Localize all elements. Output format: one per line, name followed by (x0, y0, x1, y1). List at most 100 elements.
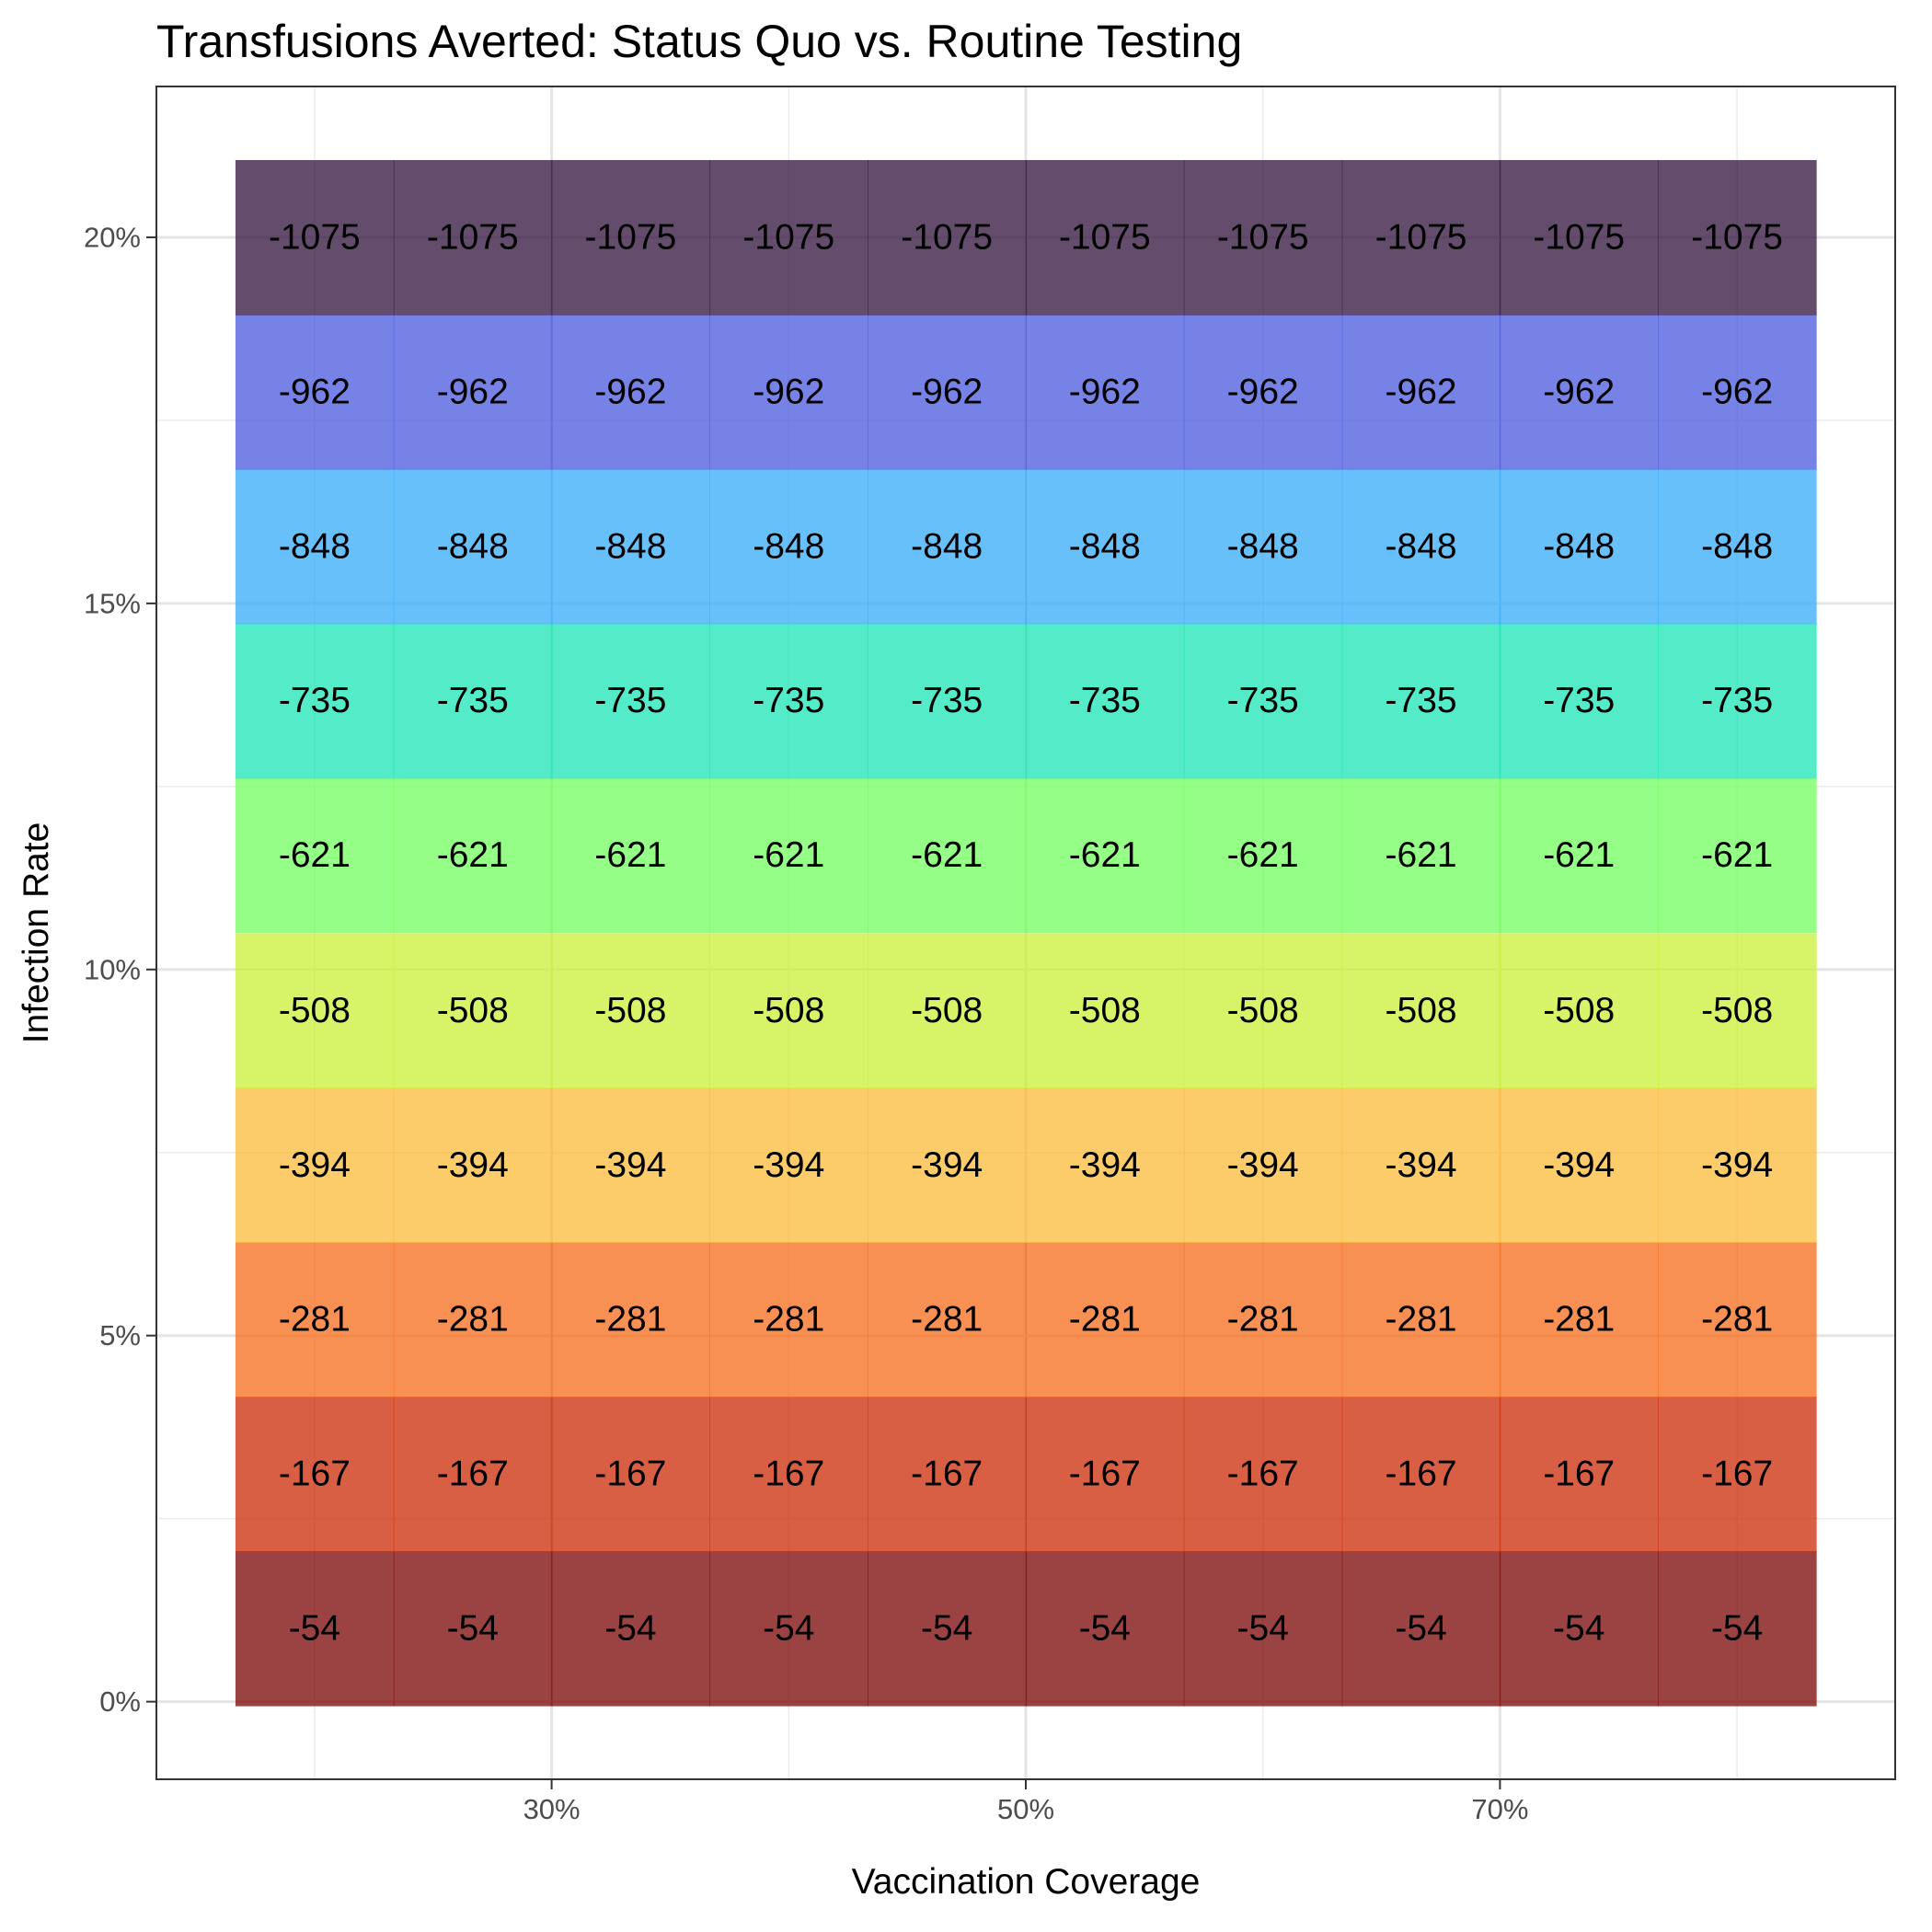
heatmap-tile (1341, 1551, 1501, 1707)
cell-value-label: -735 (1386, 681, 1457, 720)
cell-value-label: -621 (1543, 835, 1615, 875)
cell-value-label: -394 (279, 1145, 351, 1185)
cell-value-label: -508 (279, 991, 351, 1030)
heatmap-tile (1341, 314, 1501, 470)
heatmap-tile (868, 777, 1027, 934)
cell-value-label: -735 (1227, 681, 1299, 720)
heatmap-tile (868, 468, 1027, 625)
cell-labels: -54 -54 -54 -54 -54 -54 -54 -54 -54 -54 -167 -167 -1… (269, 217, 1783, 1648)
y-tick-label: 20% (84, 221, 141, 253)
x-tick-label: 30% (523, 1793, 581, 1825)
cell-value-label: -281 (1069, 1300, 1141, 1340)
cell-value-label: -848 (1543, 526, 1615, 566)
heatmap-tile (393, 159, 553, 316)
y-tick-label: 10% (84, 953, 141, 985)
cell-value-label: -848 (437, 526, 509, 566)
cell-value-label: -54 (1237, 1609, 1289, 1649)
cell-value-label: -735 (911, 681, 983, 720)
heatmap-tile (709, 468, 868, 625)
heatmap-tile (393, 314, 553, 470)
cell-value-label: -508 (1069, 991, 1141, 1030)
heatmap-tile (709, 933, 868, 1088)
cell-value-label: -394 (1701, 1145, 1773, 1185)
heatmap-tile (393, 1551, 553, 1707)
heatmap-tile (235, 933, 395, 1088)
heatmap-tile (1500, 623, 1659, 779)
heatmap-tile (868, 623, 1027, 779)
heatmap-tile (1025, 468, 1185, 625)
cell-value-label: -735 (1069, 681, 1141, 720)
cell-value-label: -54 (289, 1609, 340, 1649)
heatmap-tile (868, 933, 1027, 1088)
cell-value-label: -508 (1543, 991, 1615, 1030)
heatmap-tile (235, 623, 395, 779)
cell-value-label: -54 (763, 1609, 814, 1649)
heatmap-tile (868, 1242, 1027, 1397)
cell-value-label: -281 (911, 1300, 983, 1340)
heatmap-tile (1025, 1242, 1185, 1397)
heatmap-tile (709, 1242, 868, 1397)
cell-value-label: -167 (1701, 1455, 1773, 1494)
cell-value-label: -167 (1069, 1455, 1141, 1494)
cell-value-label: -962 (279, 372, 351, 411)
cell-value-label: -281 (594, 1300, 666, 1340)
cell-value-label: -54 (604, 1609, 656, 1649)
cell-value-label: -621 (594, 835, 666, 875)
cell-value-label: -621 (1227, 835, 1299, 875)
heatmap-tile (1500, 1551, 1659, 1707)
cell-value-label: -508 (437, 991, 509, 1030)
heatmap-tile (1658, 159, 1817, 316)
heatmap-tile (868, 159, 1027, 316)
cell-value-label: -167 (1386, 1455, 1457, 1494)
heatmap-tile (1500, 1242, 1659, 1397)
cell-value-label: -621 (911, 835, 983, 875)
cell-value-label: -167 (1227, 1455, 1299, 1494)
heatmap-tile (393, 1087, 553, 1243)
cell-value-label: -167 (911, 1455, 983, 1494)
cell-value-label: -848 (911, 526, 983, 566)
cell-value-label: -1075 (1533, 217, 1625, 257)
heatmap-tile (1341, 1087, 1501, 1243)
cell-value-label: -962 (753, 372, 824, 411)
cell-value-label: -1075 (1217, 217, 1309, 257)
heatmap-tile (235, 1397, 395, 1552)
heatmap-tile (1341, 468, 1501, 625)
cell-value-label: -848 (1069, 526, 1141, 566)
heatmap-tile (1025, 1551, 1185, 1707)
cell-value-label: -621 (1069, 835, 1141, 875)
heatmap-tile (1500, 933, 1659, 1088)
cell-value-label: -281 (1701, 1300, 1773, 1340)
heatmap-tile (1658, 1242, 1817, 1397)
cell-value-label: -1075 (742, 217, 834, 257)
heatmap-tile (1025, 1397, 1185, 1552)
x-axis: 30% 50% 70% (523, 1779, 1528, 1825)
heatmap-tile (1183, 623, 1343, 779)
cell-value-label: -1075 (1691, 217, 1783, 257)
y-axis: 0% 5% 10% 15% 20% (84, 221, 156, 1718)
heatmap-tile (1658, 623, 1817, 779)
heatmap-tile (1183, 159, 1343, 316)
heatmap-tile (1341, 777, 1501, 934)
cell-value-label: -281 (1543, 1300, 1615, 1340)
heatmap-tile (393, 777, 553, 934)
heatmap-tile (1500, 468, 1659, 625)
heatmap-tile (868, 1397, 1027, 1552)
cell-value-label: -1075 (1375, 217, 1467, 257)
cell-value-label: -54 (921, 1609, 972, 1649)
heatmap-tile (393, 623, 553, 779)
cell-value-label: -621 (279, 835, 351, 875)
cell-value-label: -962 (1069, 372, 1141, 411)
heatmap-tile (1183, 314, 1343, 470)
heatmap-tile (551, 1397, 710, 1552)
cell-value-label: -508 (1701, 991, 1773, 1030)
cell-value-label: -54 (1395, 1609, 1446, 1649)
heatmap-tile (551, 1242, 710, 1397)
heatmap-tile (709, 777, 868, 934)
heatmap-tile (1500, 314, 1659, 470)
cell-value-label: -394 (1227, 1145, 1299, 1185)
heatmap-tile (868, 1087, 1027, 1243)
cell-value-label: -508 (1227, 991, 1299, 1030)
cell-value-label: -848 (1386, 526, 1457, 566)
y-tick-label: 5% (99, 1319, 141, 1351)
